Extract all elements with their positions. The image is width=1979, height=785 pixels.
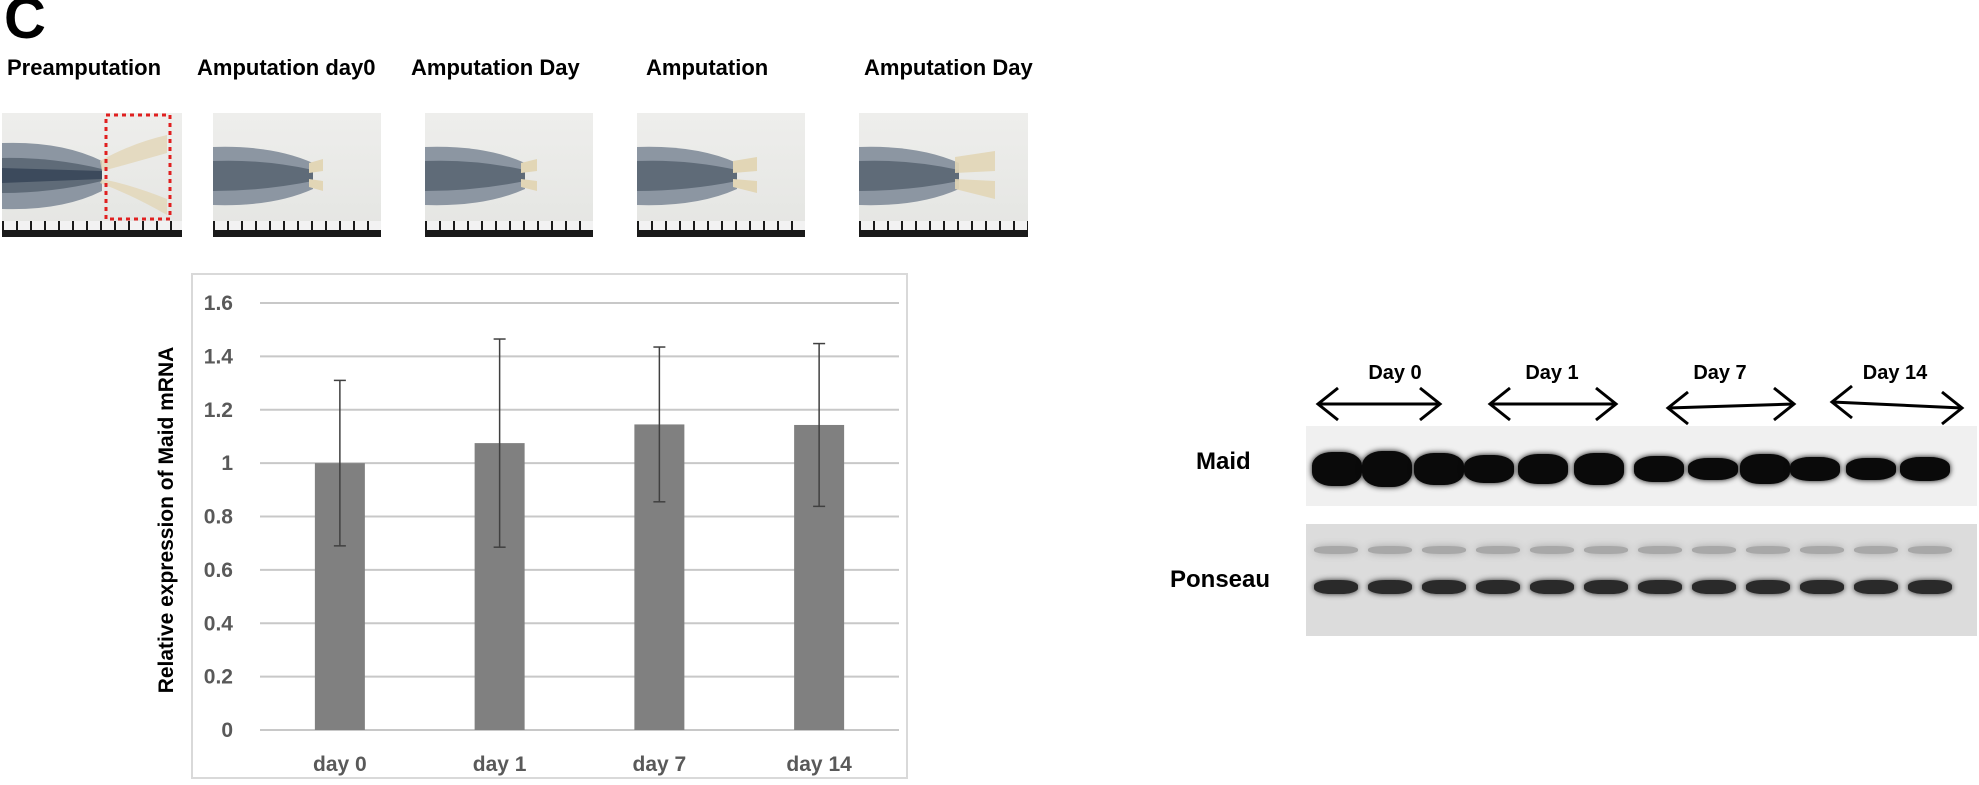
y-tick-label: 1.4 bbox=[204, 345, 234, 368]
x-tick-label: day 14 bbox=[786, 753, 852, 776]
ponseau-blot-image bbox=[1306, 524, 1977, 636]
blot-band bbox=[1518, 454, 1568, 484]
blot-band bbox=[1414, 453, 1464, 485]
blot-band bbox=[1368, 580, 1412, 594]
fish-tail-image bbox=[859, 146, 995, 206]
blot-band bbox=[1854, 546, 1898, 554]
blot-band bbox=[1584, 546, 1628, 554]
ruler-scale bbox=[859, 221, 1028, 237]
blot-band bbox=[1740, 454, 1790, 484]
blot-band bbox=[1800, 546, 1844, 554]
blot-band bbox=[1584, 580, 1628, 594]
y-tick-label: 0.8 bbox=[204, 506, 234, 529]
x-tick-label: day 7 bbox=[633, 753, 687, 776]
x-tick-label: day 1 bbox=[473, 753, 527, 776]
fin-photo-day7 bbox=[637, 113, 805, 237]
blot-band bbox=[1908, 546, 1952, 554]
fin-photo-day14 bbox=[859, 113, 1028, 237]
stage-label-amputation-day7: Amputation bbox=[646, 55, 769, 80]
blot-band bbox=[1476, 546, 1520, 554]
stage-label-amputation-day1: Amputation Day bbox=[411, 55, 580, 80]
x-tick-label: day 0 bbox=[313, 753, 367, 776]
blot-band bbox=[1312, 452, 1362, 486]
blot-band bbox=[1314, 580, 1358, 594]
y-tick-label: 1.6 bbox=[204, 292, 233, 315]
blot-band bbox=[1634, 456, 1684, 482]
blot-band bbox=[1422, 546, 1466, 554]
y-tick-label: 0.6 bbox=[204, 559, 233, 582]
blot-band bbox=[1574, 453, 1624, 485]
y-tick-label: 0.4 bbox=[204, 612, 234, 635]
bar-chart: 0 0.2 0.4 0.6 0.8 1 1.2 1.4 1.6 day 0 day 1 day 7 da… bbox=[204, 292, 899, 776]
blot-band bbox=[1854, 580, 1898, 594]
panel-letter: C bbox=[4, 0, 46, 51]
fin-photo-day0 bbox=[213, 113, 381, 237]
ruler-scale bbox=[213, 221, 381, 237]
blot-band bbox=[1688, 458, 1738, 480]
blot-band bbox=[1692, 580, 1736, 594]
y-tick-label: 0 bbox=[221, 719, 233, 742]
blot-day-label: Day 14 bbox=[1862, 362, 1928, 384]
fin-photo-preamputation bbox=[2, 113, 182, 237]
ruler-scale bbox=[637, 221, 805, 237]
y-tick-label: 0.2 bbox=[204, 666, 233, 689]
blot-day-label: Day 1 bbox=[1525, 362, 1579, 384]
blot-band bbox=[1314, 546, 1358, 554]
blot-day-label: Day 7 bbox=[1693, 362, 1747, 384]
fin-photo-day1 bbox=[425, 113, 593, 237]
blot-band bbox=[1464, 455, 1514, 483]
maid-blot-image bbox=[1306, 426, 1977, 506]
blot-band bbox=[1362, 451, 1412, 487]
blot-band bbox=[1846, 458, 1896, 480]
blot-band bbox=[1746, 546, 1790, 554]
blot-band bbox=[1530, 546, 1574, 554]
ruler-scale bbox=[425, 221, 593, 237]
ruler-scale bbox=[2, 221, 182, 237]
blot-band bbox=[1746, 580, 1790, 594]
stage-label-amputation-day0: Amputation day0 bbox=[197, 55, 376, 80]
blot-band bbox=[1908, 580, 1952, 594]
y-tick-label: 1 bbox=[221, 452, 233, 475]
blot-band bbox=[1638, 580, 1682, 594]
blot-band bbox=[1638, 546, 1682, 554]
stage-label-preamputation: Preamputation bbox=[7, 55, 162, 80]
blot-band bbox=[1790, 457, 1840, 481]
blot-band bbox=[1530, 580, 1574, 594]
bar-chart-frame: 0 0.2 0.4 0.6 0.8 1 1.2 1.4 1.6 day 0 day 1 day 7 da… bbox=[191, 273, 908, 779]
blot-band bbox=[1476, 580, 1520, 594]
blot-band bbox=[1368, 546, 1412, 554]
blot-row-label-maid: Maid bbox=[1196, 448, 1251, 475]
fish-tail-image bbox=[2, 113, 172, 221]
blot-band bbox=[1900, 457, 1950, 481]
blot-day-label: Day 0 bbox=[1368, 362, 1422, 384]
blot-row-label-ponseau: Ponseau bbox=[1170, 566, 1271, 593]
blot-band bbox=[1800, 580, 1844, 594]
amputation-region-box bbox=[104, 113, 172, 221]
blot-band bbox=[1692, 546, 1736, 554]
y-tick-label: 1.2 bbox=[204, 399, 233, 422]
stage-label-amputation-day14: Amputation Day bbox=[864, 55, 1033, 80]
blot-band bbox=[1422, 580, 1466, 594]
fish-tail-image bbox=[213, 146, 323, 206]
fish-tail-image bbox=[637, 146, 757, 206]
fish-tail-image bbox=[425, 146, 537, 206]
